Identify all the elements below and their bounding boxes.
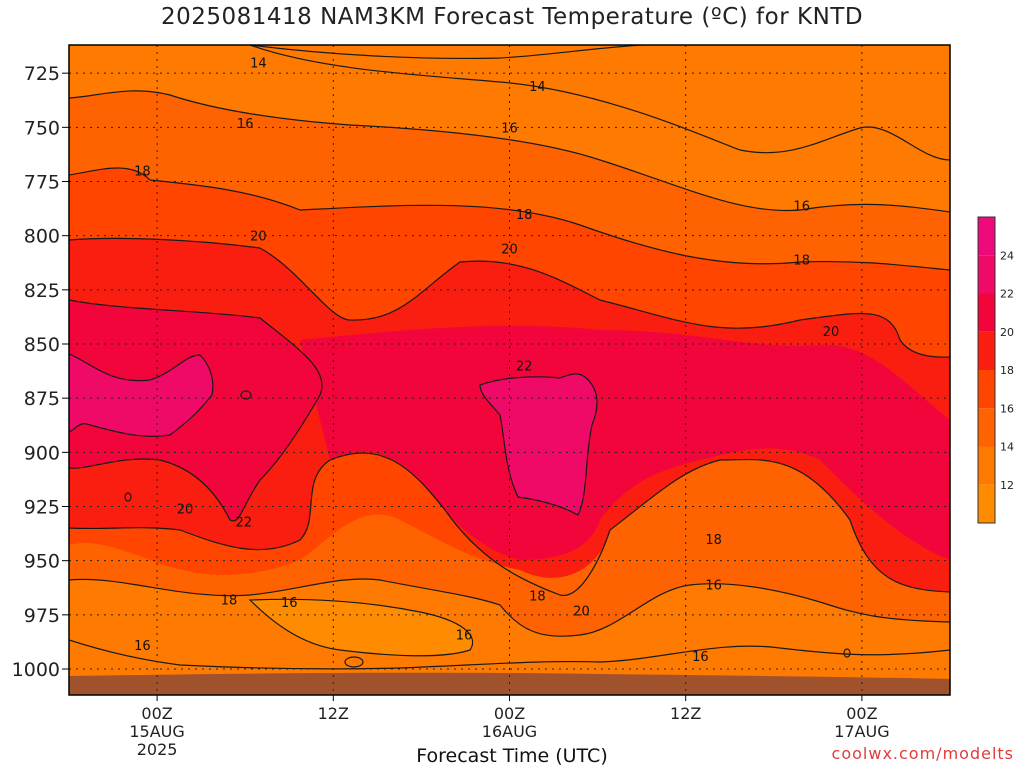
- contour-label: 16: [134, 639, 151, 654]
- colorbar-label: 16: [1000, 402, 1014, 415]
- y-tick-label: 900: [24, 442, 60, 464]
- contour-label: 16: [692, 650, 709, 665]
- contour-label: 20: [501, 243, 518, 258]
- contour-labels: 14 14 16 16 16 18 18 18 20 20 20 22 20 22 18 16 16 18 20 18…: [134, 56, 839, 665]
- colorbar-label: 22: [1000, 288, 1014, 301]
- x-axis-label: Forecast Time (UTC): [416, 745, 608, 767]
- x-tick-label: 12Z: [318, 704, 349, 723]
- contour-label: 18: [529, 589, 546, 604]
- source-credit: coolwx.com/modelts: [831, 744, 1014, 763]
- y-tick-label: 750: [24, 117, 60, 139]
- contour-label: 18: [793, 254, 810, 269]
- contour-label: 20: [177, 503, 194, 518]
- colorbar-label: 20: [1000, 326, 1014, 339]
- contour-label: 18: [221, 594, 238, 609]
- band-24-plus-left: [69, 354, 213, 437]
- band-12-14-low: [250, 599, 473, 656]
- x-tick-label: 00Z: [141, 704, 172, 723]
- contour-label: 18: [134, 165, 151, 180]
- y-tick-label: 875: [24, 388, 60, 410]
- colorbar-swatch: [978, 484, 995, 523]
- colorbar-label: 18: [1000, 364, 1014, 377]
- y-tick-label: 975: [24, 605, 60, 627]
- y-tick-label: 800: [24, 226, 60, 248]
- colorbar-swatch: [978, 293, 995, 332]
- y-tick-label: 1000: [12, 659, 60, 681]
- colorbar-swatch: [978, 408, 995, 447]
- contour-label: 20: [250, 230, 267, 245]
- contour-label: 14: [250, 56, 267, 71]
- x-tick-label: 16AUG: [482, 722, 537, 741]
- colorbar-swatch: [978, 217, 995, 256]
- chart-title: 2025081418 NAM3KM Forecast Temperature (…: [160, 4, 864, 30]
- band-22-24-mid: [300, 325, 950, 560]
- contour-lines: [69, 45, 950, 670]
- colorbar-legend: 12 14 16 18 20 22 24: [977, 216, 1014, 524]
- band-14-16-top: [69, 45, 950, 212]
- y-tick-label: 725: [24, 63, 60, 85]
- contour-label: 20: [823, 325, 840, 340]
- x-tick-label: 12Z: [670, 704, 701, 723]
- colorbar-swatch: [978, 331, 995, 370]
- colorbar-label: 12: [1000, 479, 1014, 492]
- y-axis: 725 750 775 800 825 850 875 900 925 950 975 1000: [12, 63, 69, 681]
- y-tick-label: 925: [24, 497, 60, 519]
- contour-label: 16: [793, 199, 810, 214]
- contour-label: 22: [516, 360, 533, 375]
- contour-label: 22: [235, 516, 252, 531]
- colorbar-swatch: [978, 370, 995, 409]
- y-tick-label: 775: [24, 172, 60, 194]
- x-tick-label: 17AUG: [834, 722, 889, 741]
- colorbar-label: 14: [1000, 441, 1014, 454]
- x-tick-label: 00Z: [846, 704, 877, 723]
- contour-label: 16: [705, 579, 722, 594]
- colorbar-label: 24: [1000, 249, 1014, 262]
- x-tick-label: 2025: [137, 740, 178, 759]
- colorbar-swatch: [978, 255, 995, 294]
- contour-label: 18: [705, 533, 722, 548]
- y-tick-label: 850: [24, 334, 60, 356]
- contour-label: 16: [237, 117, 254, 132]
- band-16-18-top: [69, 90, 950, 270]
- contour-label: 18: [516, 208, 533, 223]
- y-tick-label: 950: [24, 551, 60, 573]
- contour-label: 16: [281, 596, 298, 611]
- contour-label: 14: [529, 80, 546, 95]
- x-tick-label: 00Z: [494, 704, 525, 723]
- contour-label: 16: [456, 628, 473, 643]
- colorbar-swatch: [978, 446, 995, 485]
- x-tick-label: 15AUG: [129, 722, 184, 741]
- contour-label: 16: [501, 121, 518, 136]
- contour-label: 20: [573, 605, 590, 620]
- y-tick-label: 825: [24, 280, 60, 302]
- colorbar-frame: [977, 216, 996, 524]
